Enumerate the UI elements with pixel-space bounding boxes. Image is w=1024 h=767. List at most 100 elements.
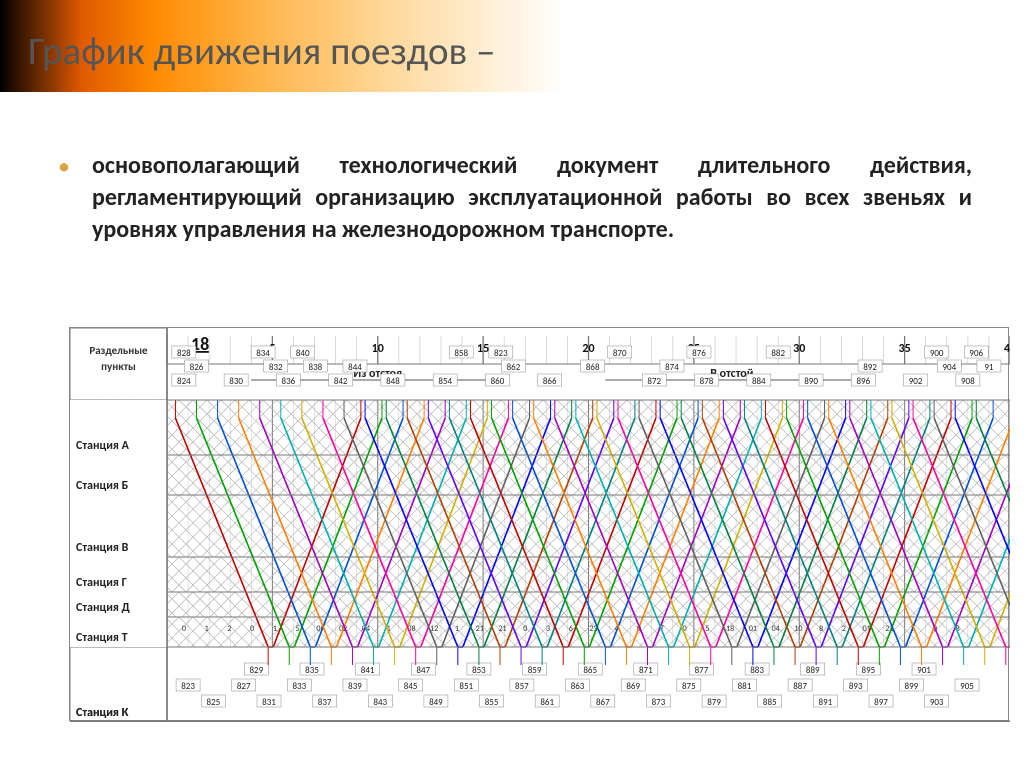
svg-text:878: 878 xyxy=(700,376,714,387)
svg-text:872: 872 xyxy=(647,376,661,387)
svg-text:8: 8 xyxy=(819,624,823,634)
svg-text:835: 835 xyxy=(305,665,319,676)
svg-text:908: 908 xyxy=(961,376,975,387)
svg-text:893: 893 xyxy=(849,681,863,692)
body-paragraph: основополагающий технологический докумен… xyxy=(92,150,972,246)
svg-text:Станция Г: Станция Г xyxy=(76,576,127,590)
svg-text:10: 10 xyxy=(794,624,802,634)
svg-text:828: 828 xyxy=(177,348,191,359)
svg-text:826: 826 xyxy=(190,362,204,373)
svg-text:91: 91 xyxy=(984,362,994,373)
svg-text:853: 853 xyxy=(472,665,486,676)
svg-text:1: 1 xyxy=(455,624,459,634)
svg-text:861: 861 xyxy=(540,697,554,708)
svg-text:833: 833 xyxy=(293,681,307,692)
svg-text:858: 858 xyxy=(454,348,468,359)
svg-text:01: 01 xyxy=(749,624,757,634)
svg-text:0: 0 xyxy=(250,624,254,634)
svg-text:859: 859 xyxy=(528,665,542,676)
svg-text:843: 843 xyxy=(373,697,387,708)
svg-text:827: 827 xyxy=(237,681,251,692)
chart-svg: РаздельныепунктыСтанция АСтанция БСтанци… xyxy=(70,328,1010,722)
svg-text:879: 879 xyxy=(707,697,721,708)
svg-text:906: 906 xyxy=(969,348,983,359)
svg-text:855: 855 xyxy=(485,697,499,708)
svg-text:866: 866 xyxy=(543,376,557,387)
svg-text:887: 887 xyxy=(793,681,807,692)
svg-text:0: 0 xyxy=(523,624,527,634)
svg-text:862: 862 xyxy=(507,362,521,373)
svg-text:839: 839 xyxy=(348,681,362,692)
svg-text:825: 825 xyxy=(207,697,221,708)
svg-text:883: 883 xyxy=(750,665,764,676)
svg-text:904: 904 xyxy=(942,362,956,373)
svg-text:Станция К: Станция К xyxy=(76,706,129,720)
svg-text:834: 834 xyxy=(256,348,270,359)
svg-text:823: 823 xyxy=(494,348,508,359)
svg-text:20: 20 xyxy=(582,342,594,356)
svg-text:870: 870 xyxy=(613,348,627,359)
svg-text:837: 837 xyxy=(318,697,332,708)
svg-text:30: 30 xyxy=(793,342,805,356)
svg-text:884: 884 xyxy=(752,376,766,387)
svg-text:836: 836 xyxy=(282,376,296,387)
svg-text:21: 21 xyxy=(498,624,506,634)
slide-title: График движения поездов – xyxy=(28,28,495,75)
svg-text:2: 2 xyxy=(842,624,846,634)
svg-text:0: 0 xyxy=(182,624,186,634)
svg-text:899: 899 xyxy=(905,681,919,692)
svg-text:40: 40 xyxy=(1004,342,1010,356)
svg-text:851: 851 xyxy=(459,681,473,692)
svg-text:875: 875 xyxy=(682,681,696,692)
svg-text:21: 21 xyxy=(476,624,484,634)
svg-text:844: 844 xyxy=(348,362,362,373)
svg-text:895: 895 xyxy=(862,665,876,676)
svg-text:900: 900 xyxy=(930,348,944,359)
svg-text:897: 897 xyxy=(874,697,888,708)
svg-text:пункты: пункты xyxy=(101,360,136,373)
svg-text:849: 849 xyxy=(429,697,443,708)
svg-text:Станция Т: Станция Т xyxy=(76,631,128,645)
svg-text:869: 869 xyxy=(626,681,640,692)
svg-text:1: 1 xyxy=(205,624,209,634)
bullet-icon: • xyxy=(58,152,70,181)
svg-text:905: 905 xyxy=(960,681,974,692)
svg-text:873: 873 xyxy=(652,697,666,708)
svg-text:876: 876 xyxy=(692,348,706,359)
svg-text:865: 865 xyxy=(583,665,597,676)
svg-text:824: 824 xyxy=(177,376,191,387)
svg-text:901: 901 xyxy=(917,665,931,676)
svg-text:902: 902 xyxy=(909,376,923,387)
train-schedule-chart: РаздельныепунктыСтанция АСтанция БСтанци… xyxy=(69,327,1009,721)
svg-text:882: 882 xyxy=(771,348,785,359)
svg-text:857: 857 xyxy=(515,681,529,692)
svg-text:838: 838 xyxy=(309,362,323,373)
svg-text:889: 889 xyxy=(806,665,820,676)
svg-text:2: 2 xyxy=(227,624,231,634)
svg-text:860: 860 xyxy=(491,376,505,387)
svg-text:829: 829 xyxy=(250,665,264,676)
svg-text:Раздельные: Раздельные xyxy=(89,344,148,357)
svg-text:892: 892 xyxy=(863,362,877,373)
svg-text:847: 847 xyxy=(416,665,430,676)
svg-text:863: 863 xyxy=(571,681,585,692)
svg-text:832: 832 xyxy=(269,362,283,373)
svg-text:35: 35 xyxy=(899,342,911,356)
svg-text:867: 867 xyxy=(596,697,610,708)
svg-text:874: 874 xyxy=(665,362,679,373)
svg-text:896: 896 xyxy=(856,376,870,387)
svg-text:868: 868 xyxy=(586,362,600,373)
svg-text:04: 04 xyxy=(772,624,780,634)
svg-text:848: 848 xyxy=(386,376,400,387)
svg-text:18: 18 xyxy=(726,624,734,634)
svg-text:885: 885 xyxy=(763,697,777,708)
svg-text:854: 854 xyxy=(438,376,452,387)
svg-text:1: 1 xyxy=(273,624,277,634)
svg-text:3: 3 xyxy=(546,624,550,634)
svg-text:Станция Б: Станция Б xyxy=(76,479,129,493)
svg-text:903: 903 xyxy=(930,697,944,708)
svg-text:Станция В: Станция В xyxy=(76,541,129,555)
svg-text:842: 842 xyxy=(334,376,348,387)
svg-text:823: 823 xyxy=(181,681,195,692)
svg-text:10: 10 xyxy=(372,342,384,356)
